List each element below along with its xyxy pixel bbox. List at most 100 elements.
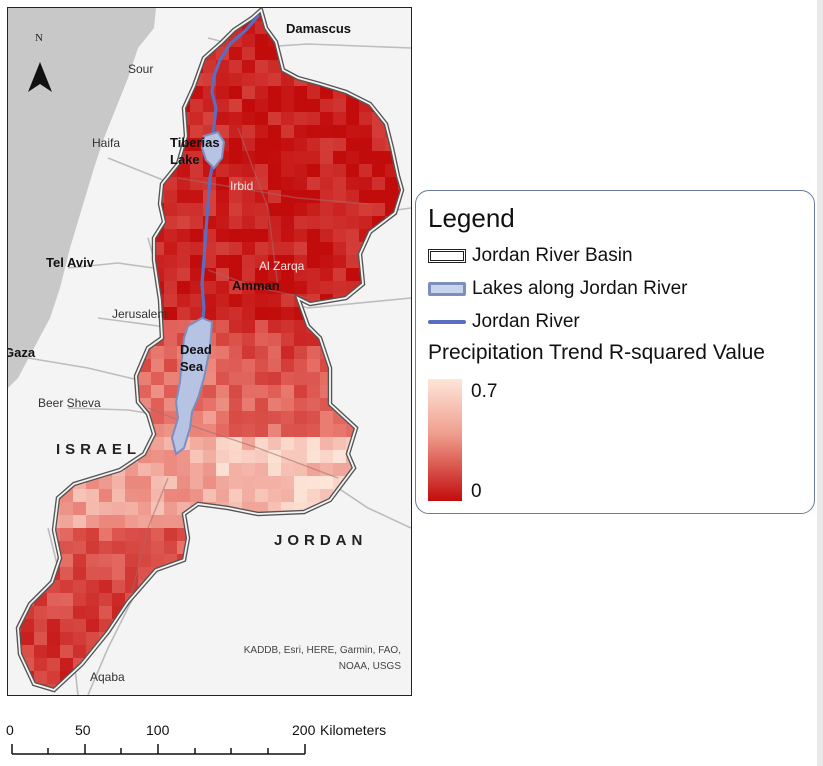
raster-cell (307, 151, 321, 165)
raster-cell (229, 203, 243, 217)
place-haifa: Haifa (92, 136, 121, 150)
raster-cell (86, 216, 100, 230)
raster-cell (359, 177, 373, 191)
raster-cell (268, 73, 282, 87)
raster-cell (359, 593, 373, 607)
raster-cell (281, 437, 295, 451)
raster-cell (138, 151, 152, 165)
raster-cell (281, 398, 295, 412)
raster-cell (372, 450, 386, 464)
raster-cell (164, 502, 178, 516)
raster-cell (47, 476, 61, 490)
raster-cell (372, 60, 386, 74)
raster-cell (21, 515, 35, 529)
raster-cell (190, 593, 204, 607)
raster-cell (112, 333, 126, 347)
raster-cell (398, 528, 402, 542)
raster-cell (60, 528, 74, 542)
raster-cell (333, 372, 347, 386)
raster-cell (281, 476, 295, 490)
raster-cell (60, 645, 74, 659)
raster-cell (242, 177, 256, 191)
raster-cell (86, 502, 100, 516)
raster-cell (255, 333, 269, 347)
raster-cell (242, 47, 256, 61)
raster-cell (385, 489, 399, 503)
raster-cell (18, 606, 22, 620)
raster-cell (112, 645, 126, 659)
raster-cell (385, 398, 399, 412)
raster-cell (268, 515, 282, 529)
raster-cell (34, 437, 48, 451)
raster-cell (268, 60, 282, 74)
raster-cell (190, 424, 204, 438)
raster-cell (307, 619, 321, 633)
dead-sea (170, 316, 214, 456)
legend-panel: Legend Jordan River Basin Lakes along Jo… (415, 190, 815, 514)
raster-cell (177, 255, 191, 269)
raster-cell (398, 21, 402, 35)
raster-cell (359, 463, 373, 477)
raster-cell (99, 151, 113, 165)
raster-cell (346, 333, 360, 347)
raster-cell (216, 437, 230, 451)
raster-cell (112, 489, 126, 503)
raster-cell (372, 34, 386, 48)
raster-cell (190, 151, 204, 165)
raster-cell (320, 554, 334, 568)
raster-cell (86, 307, 100, 321)
raster-cell (359, 216, 373, 230)
raster-cell (385, 268, 399, 282)
raster-cell (112, 684, 126, 690)
raster-cell (99, 333, 113, 347)
raster-cell (190, 99, 204, 113)
raster-cell (359, 580, 373, 594)
raster-cell (320, 606, 334, 620)
raster-cell (372, 164, 386, 178)
raster-cell (177, 73, 191, 87)
raster-cell (255, 99, 269, 113)
raster-cell (281, 281, 295, 295)
raster-cell (86, 619, 100, 633)
raster-cell (268, 177, 282, 191)
raster-cell (190, 684, 204, 690)
raster-cell (190, 515, 204, 529)
raster-cell (216, 359, 230, 373)
raster-cell (216, 229, 230, 243)
raster-cell (385, 541, 399, 555)
raster-cell (60, 307, 74, 321)
raster-cell (320, 411, 334, 425)
raster-cell (125, 268, 139, 282)
raster-cell (60, 684, 74, 690)
raster-cell (190, 10, 204, 22)
raster-cell (333, 463, 347, 477)
raster-cell (18, 541, 22, 555)
raster-cell (21, 541, 35, 555)
raster-cell (60, 411, 74, 425)
raster-cell (216, 372, 230, 386)
raster-cell (242, 242, 256, 256)
raster-cell (333, 99, 347, 113)
legend-label-basin: Jordan River Basin (472, 245, 633, 266)
ramp-max-label: 0.7 (471, 381, 498, 402)
raster-cell (203, 437, 217, 451)
raster-cell (60, 541, 74, 555)
raster-cell (255, 684, 269, 690)
raster-cell (177, 21, 191, 35)
raster-cell (164, 593, 178, 607)
raster-cell (216, 281, 230, 295)
place-aqaba: Aqaba (90, 670, 125, 684)
raster-cell (125, 424, 139, 438)
raster-cell (294, 125, 308, 139)
raster-cell (398, 437, 402, 451)
color-ramp (428, 379, 462, 501)
raster-cell (21, 645, 35, 659)
raster-cell (99, 268, 113, 282)
raster-cell (346, 502, 360, 516)
raster-cell (307, 125, 321, 139)
raster-cell (138, 489, 152, 503)
map-frame[interactable]: N Damascus Sour Haifa Tiberias Lake Irbi… (7, 7, 412, 696)
raster-cell (73, 346, 87, 360)
raster-cell (86, 281, 100, 295)
raster-cell (190, 164, 204, 178)
